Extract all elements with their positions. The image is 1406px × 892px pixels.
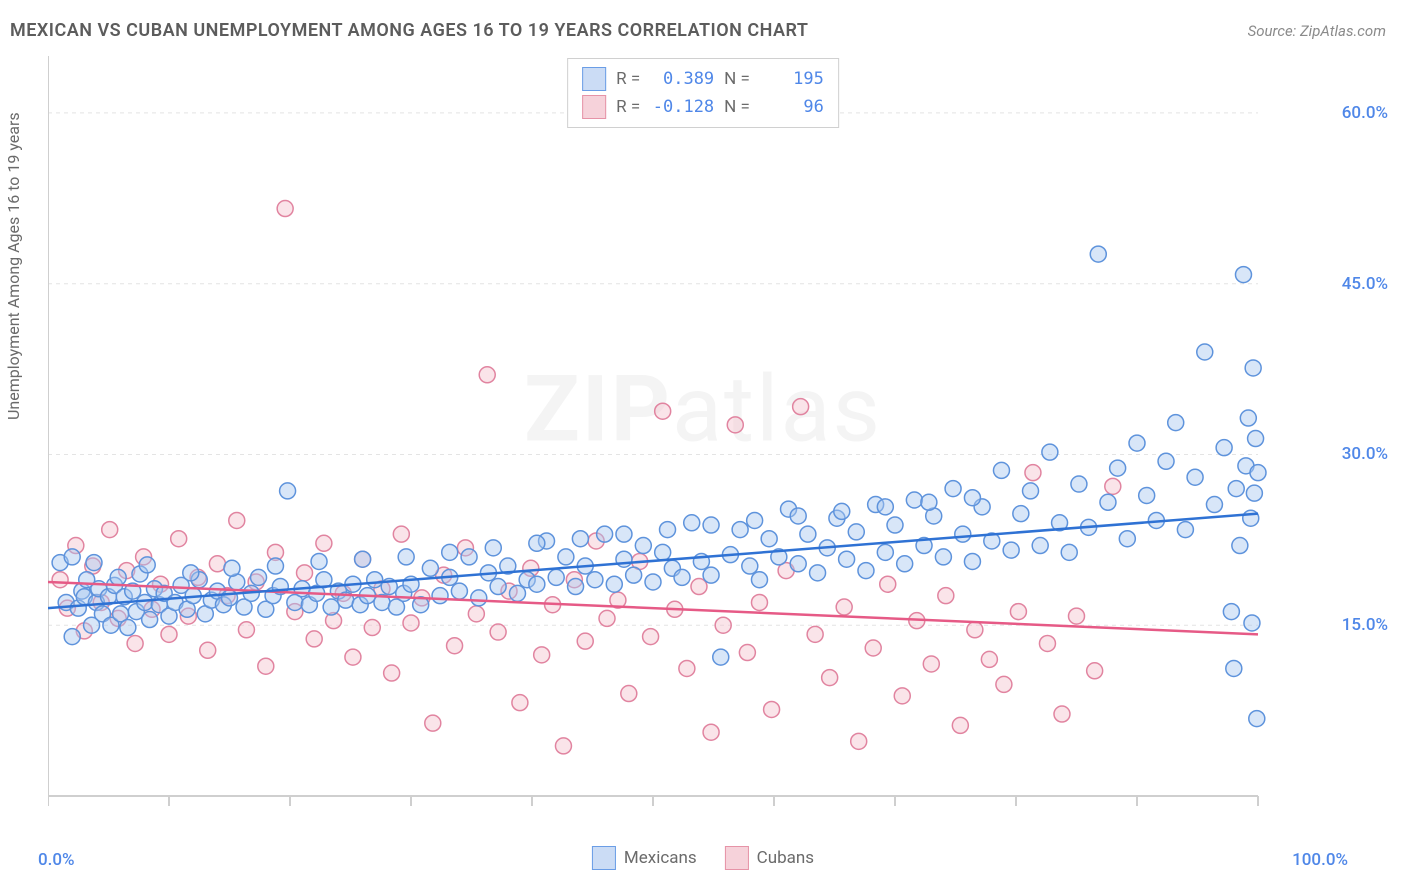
legend-label-cubans: Cubans: [757, 848, 814, 868]
y-tick-label: 60.0%: [1342, 103, 1388, 123]
stats-box: R = 0.389 N = 195 R = -0.128 N = 96: [567, 58, 839, 128]
legend-swatch-pink: [725, 846, 749, 870]
y-tick-label: 45.0%: [1342, 274, 1388, 294]
swatch-blue: [582, 67, 606, 91]
n-value-1: 96: [760, 93, 824, 121]
y-axis-label: Unemployment Among Ages 16 to 19 years: [4, 112, 23, 420]
legend-item-cubans: Cubans: [725, 846, 814, 870]
source-attribution: Source: ZipAtlas.com: [1248, 22, 1386, 40]
stats-row-mexicans: R = 0.389 N = 195: [582, 65, 824, 93]
n-label-0: N =: [724, 65, 750, 93]
swatch-pink: [582, 95, 606, 119]
r-value-0: 0.389: [650, 65, 714, 93]
chart-container: MEXICAN VS CUBAN UNEMPLOYMENT AMONG AGES…: [0, 0, 1406, 892]
legend-item-mexicans: Mexicans: [592, 846, 697, 870]
x-axis-max-label: 100.0%: [1292, 850, 1348, 870]
stats-row-cubans: R = -0.128 N = 96: [582, 93, 824, 121]
y-tick-label: 30.0%: [1342, 444, 1388, 464]
legend-swatch-blue: [592, 846, 616, 870]
legend-bottom: Mexicans Cubans: [592, 846, 814, 870]
r-label-0: R =: [616, 65, 640, 93]
chart-title: MEXICAN VS CUBAN UNEMPLOYMENT AMONG AGES…: [10, 20, 808, 41]
chart-plot-area: [48, 56, 1318, 826]
n-label-1: N =: [724, 93, 750, 121]
r-value-1: -0.128: [650, 93, 714, 121]
y-tick-label: 15.0%: [1342, 615, 1388, 635]
legend-label-mexicans: Mexicans: [624, 848, 697, 868]
r-label-1: R =: [616, 93, 640, 121]
x-axis-min-label: 0.0%: [38, 850, 75, 870]
n-value-0: 195: [760, 65, 824, 93]
